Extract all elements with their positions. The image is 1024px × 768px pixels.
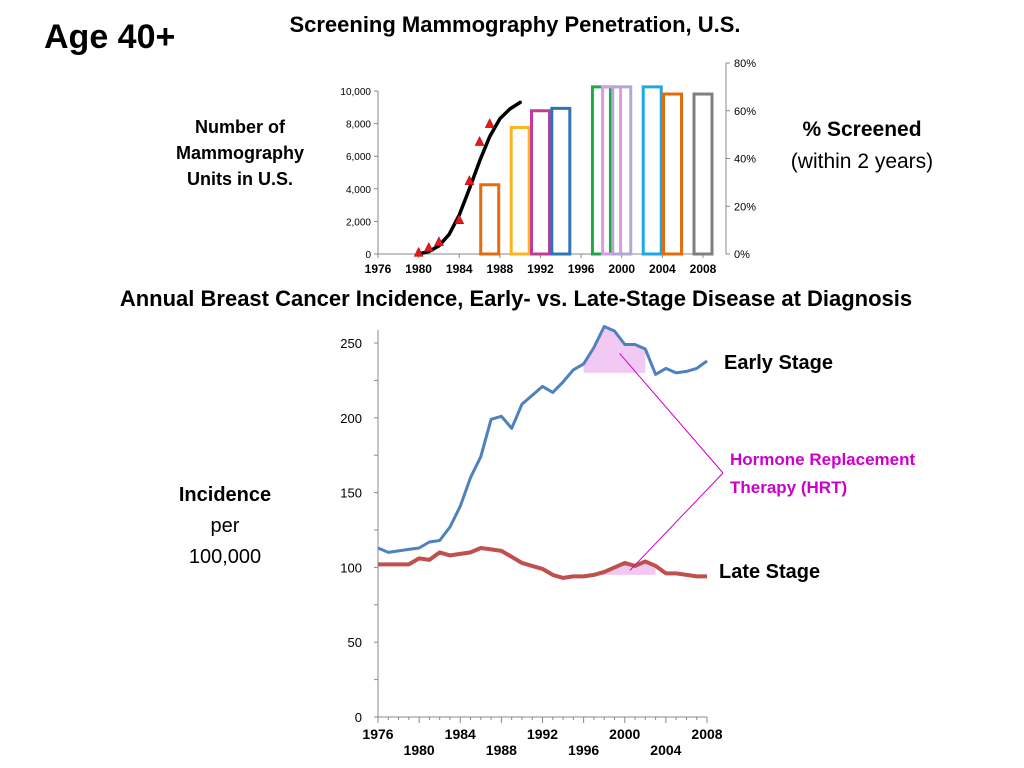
x-axis-tick-label: 1980: [405, 262, 432, 276]
hrt-connector: [629, 472, 724, 571]
screened-bar: [641, 85, 663, 256]
left-axis-tick-label: 0: [365, 250, 371, 261]
y-axis-tick-label: 150: [340, 486, 362, 501]
screened-axis-label: % Screened (within 2 years): [772, 114, 952, 178]
x-axis-tick-label: 2004: [650, 742, 681, 758]
screened-label-bold: % Screened: [802, 118, 922, 141]
right-axis-tick-label: 0%: [734, 249, 750, 261]
units-label-line: Number of: [195, 117, 285, 137]
y-axis-tick-label: 50: [348, 635, 362, 650]
y-axis-tick-label: 200: [340, 411, 362, 426]
x-axis-tick-label: 1976: [365, 262, 392, 276]
hrt-annotation-line: Hormone Replacement: [730, 450, 915, 469]
left-axis-tick-label: 10,000: [340, 87, 371, 98]
early-stage-label: Early Stage: [724, 352, 833, 374]
left-axis-tick-label: 2,000: [346, 217, 371, 228]
x-axis-tick-label: 1984: [446, 262, 473, 276]
units-marker: [423, 241, 434, 252]
late-stage-label: Late Stage: [719, 561, 820, 583]
incidence-axis-label: Incidence per 100,000: [160, 480, 290, 573]
screened-bar: [530, 109, 551, 256]
screened-label-sub: (within 2 years): [790, 150, 934, 173]
x-axis-tick-label: 1992: [527, 726, 558, 742]
x-axis-tick-label: 1988: [486, 742, 517, 758]
units-label-line: Mammography: [175, 143, 305, 163]
right-axis-tick-label: 20%: [734, 201, 756, 213]
x-axis-tick-label: 1976: [362, 726, 393, 742]
y-axis-tick-label: 100: [340, 560, 362, 575]
y-axis-tick-label: 250: [340, 336, 362, 351]
x-axis-tick-label: 1980: [404, 742, 435, 758]
bottom-chart-title: Annual Breast Cancer Incidence, Early- v…: [119, 286, 913, 311]
units-marker: [474, 135, 485, 146]
incidence-label-line: 100,000: [188, 546, 262, 568]
right-axis-tick-label: 80%: [734, 58, 756, 70]
x-axis-tick-label: 1988: [487, 262, 514, 276]
screened-bar: [479, 183, 501, 256]
x-axis-tick-label: 1996: [568, 262, 595, 276]
screened-bar: [550, 106, 572, 256]
units-marker: [413, 246, 424, 257]
screened-bar: [509, 125, 531, 256]
y-axis-tick-label: 0: [355, 710, 362, 725]
units-marker: [434, 236, 444, 247]
mammography-penetration-chart: 0 2,000 4,000 6,000 8,000 10,000 0% 20% 40% 60% 80…: [340, 58, 756, 276]
units-marker: [464, 175, 475, 185]
units-curve: [416, 100, 522, 256]
right-axis-tick-label: 40%: [734, 154, 756, 166]
units-marker: [484, 118, 495, 128]
incidence-label-bold: Incidence: [178, 484, 272, 506]
late-stage-line: [378, 546, 707, 580]
screened-bar: [662, 92, 684, 256]
top-chart-title: Screening Mammography Penetration, U.S.: [289, 12, 741, 37]
x-axis-tick-label: 1996: [568, 742, 599, 758]
units-label-line: Units in U.S.: [186, 169, 293, 189]
incidence-label-line: per: [210, 515, 240, 537]
x-axis-tick-label: 2000: [608, 262, 635, 276]
age-label: Age 40+: [44, 18, 176, 56]
x-axis-tick-label: 2008: [690, 262, 717, 276]
screened-bar: [611, 85, 633, 256]
units-marker: [454, 214, 465, 225]
right-axis-tick-label: 60%: [734, 106, 756, 118]
x-axis-tick-label: 1984: [445, 726, 476, 742]
x-axis-tick-label: 2000: [609, 726, 640, 742]
hrt-annotation-line: Therapy (HRT): [730, 478, 847, 497]
left-axis-tick-label: 6,000: [346, 152, 371, 163]
screened-bar: [692, 92, 714, 256]
x-axis-tick-label: 1992: [527, 262, 554, 276]
left-axis-tick-label: 4,000: [346, 185, 371, 196]
hrt-connector: [619, 353, 724, 474]
x-axis-tick-label: 2004: [649, 262, 676, 276]
early-stage-line: [377, 325, 708, 554]
units-axis-label: Number of Mammography Units in U.S.: [160, 114, 320, 192]
left-axis-tick-label: 8,000: [346, 120, 371, 131]
x-axis-tick-label: 2008: [691, 726, 722, 742]
